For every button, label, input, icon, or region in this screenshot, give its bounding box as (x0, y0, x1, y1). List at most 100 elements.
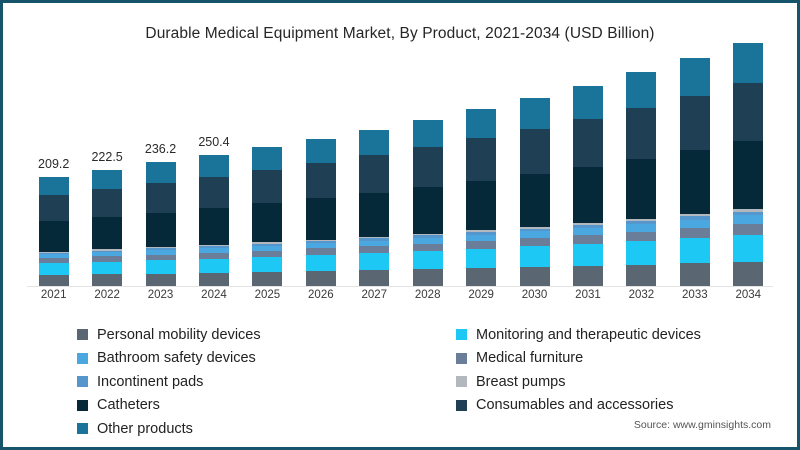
bar-segment (92, 261, 123, 275)
bar-segment (733, 211, 764, 216)
legend-item-label: Monitoring and therapeutic devices (476, 326, 701, 343)
legend-item-label: Breast pumps (476, 373, 566, 390)
bar-segment (359, 129, 390, 156)
legend-item[interactable]: Monitoring and therapeutic devices (456, 323, 701, 347)
bar-segment (679, 214, 710, 217)
chart-title: Durable Medical Equipment Market, By Pro… (145, 25, 655, 42)
bar-stack[interactable] (626, 72, 657, 286)
bar-segment (733, 141, 764, 210)
bar-stack[interactable] (359, 129, 390, 286)
legend-item[interactable]: Medical furniture (456, 347, 701, 371)
bar-group (508, 61, 561, 286)
bar-segment (733, 42, 764, 83)
bar-stack[interactable] (92, 169, 123, 286)
bar-segment (198, 155, 229, 177)
bar-stack[interactable] (305, 138, 336, 286)
bar-stack[interactable] (466, 109, 497, 286)
bar-stack[interactable] (252, 147, 283, 286)
bar-stack[interactable] (572, 85, 603, 286)
bar-segment (305, 271, 336, 286)
bar-segment (38, 254, 69, 259)
bar-segment (679, 150, 710, 215)
bar-segment (252, 250, 283, 257)
bar-segment (198, 176, 229, 209)
bar-stack[interactable] (519, 97, 550, 286)
legend-item[interactable]: Bathroom safety devices (77, 347, 261, 371)
legend-swatch-icon (456, 399, 467, 411)
bar-group: 222.5 (80, 61, 133, 286)
x-axis-tick-2029: 2029 (468, 289, 494, 301)
legend-item[interactable]: Catheters (77, 394, 261, 418)
bar-segment (252, 203, 283, 243)
bar-stack[interactable] (733, 42, 764, 286)
bar-group (401, 61, 454, 286)
bar-group (722, 42, 775, 286)
bar-segment (466, 109, 497, 139)
legend-item-label: Consumables and accessories (476, 397, 674, 414)
legend-swatch-icon (456, 352, 467, 364)
bar-segment (145, 247, 176, 249)
legend-item-label: Incontinent pads (97, 373, 204, 390)
bar-segment (305, 162, 336, 199)
legend-item-label: Medical furniture (476, 350, 584, 367)
bar-segment (359, 253, 390, 271)
bar-segment (92, 252, 123, 257)
bar-value-label: 250.4 (198, 134, 230, 149)
bar-segment (38, 275, 69, 286)
bar-stack[interactable] (198, 155, 229, 286)
legend-item[interactable]: Personal mobility devices (77, 323, 261, 347)
legend-item[interactable]: Consumables and accessories (456, 394, 701, 418)
bar-segment (519, 231, 550, 238)
bar-segment (679, 227, 710, 239)
bar-segment (38, 194, 69, 221)
bar-segment (412, 243, 443, 252)
bar-segment (626, 231, 657, 242)
legend-swatch-icon (456, 376, 467, 388)
bar-segment (679, 58, 710, 96)
bar-segment (679, 95, 710, 151)
bar-segment (572, 227, 603, 235)
legend-item[interactable]: Breast pumps (456, 370, 701, 394)
plot-area: 209.2 222.5 236.2 250.4 (27, 42, 775, 286)
x-axis-tick-2026: 2026 (308, 289, 334, 301)
bar-segment (305, 241, 336, 244)
legend-item[interactable]: Incontinent pads (77, 370, 261, 394)
bar-segment (145, 248, 176, 251)
bar-segment (359, 236, 390, 239)
bar-segment (92, 169, 123, 189)
bar-segment (305, 138, 336, 163)
bar-segment (412, 251, 443, 270)
bar-stack[interactable] (145, 162, 176, 286)
bar-segment (626, 218, 657, 221)
bar-stack[interactable] (38, 176, 69, 286)
x-axis-tick-2033: 2033 (682, 289, 708, 301)
bar-segment (92, 216, 123, 250)
bar-segment (38, 220, 69, 252)
bar-segment (92, 188, 123, 217)
bar-segment (466, 234, 497, 241)
bar-segment (626, 224, 657, 232)
x-axis-tick-2032: 2032 (628, 289, 655, 301)
bar-stack[interactable] (412, 119, 443, 286)
bar-segment (92, 250, 123, 253)
legend-swatch-icon (456, 329, 467, 341)
bar-segment (626, 107, 657, 159)
bar-segment (145, 250, 176, 255)
bar-segment (626, 220, 657, 225)
bar-segment (466, 268, 497, 286)
bar-segment (519, 267, 550, 286)
bar-group (561, 61, 614, 286)
bar-segment (572, 166, 603, 223)
bar-segment (252, 169, 283, 204)
bar-segment (412, 237, 443, 244)
bar-segment (198, 246, 229, 249)
bar-stack[interactable] (679, 58, 710, 286)
x-axis-tick-2030: 2030 (521, 289, 548, 301)
bar-group (294, 61, 347, 286)
legend-item[interactable]: Other products (77, 417, 261, 441)
bar-segment (145, 254, 176, 261)
bar-group (454, 61, 507, 286)
legend-swatch-icon (77, 376, 88, 388)
bar-segment (252, 245, 283, 251)
